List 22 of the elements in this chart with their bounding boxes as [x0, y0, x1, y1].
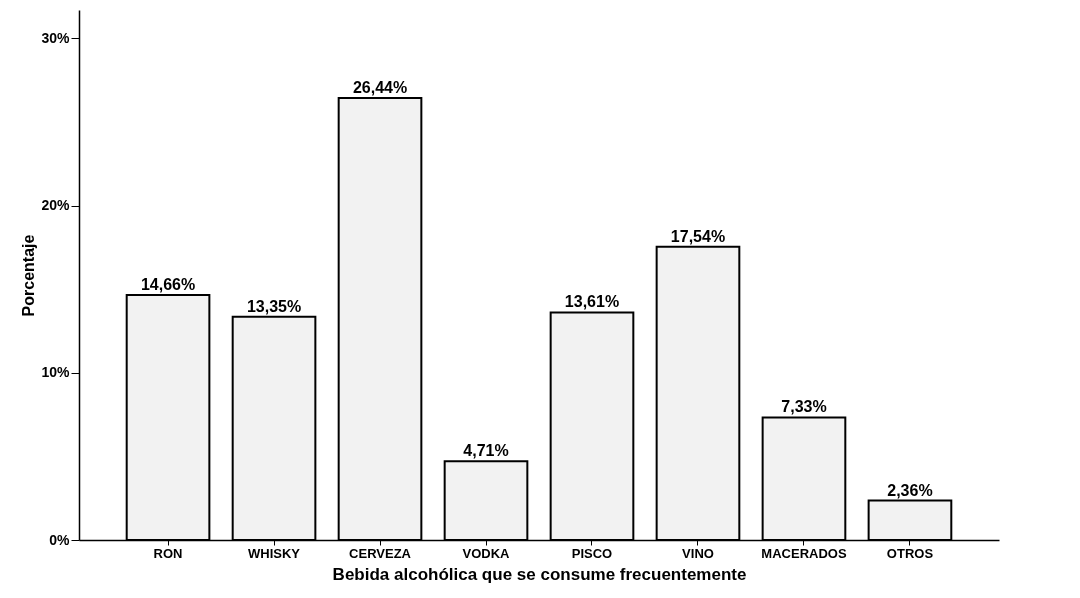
- data-label: 2,36%: [887, 481, 933, 499]
- data-label: 26,44%: [352, 78, 408, 96]
- y-tick-label: 30%: [41, 29, 71, 46]
- y-tick-label: 10%: [41, 364, 71, 381]
- x-tick-label: MACERADOS: [761, 545, 847, 561]
- data-label: 14,66%: [140, 275, 196, 293]
- x-tick-label: PISCO: [571, 545, 613, 561]
- y-tick-label: 20%: [41, 197, 71, 214]
- data-label: 13,35%: [246, 297, 302, 315]
- x-tick-label: CERVEZA: [349, 545, 412, 561]
- x-tick-label: WHISKY: [248, 545, 301, 561]
- data-label: 7,33%: [781, 398, 827, 416]
- x-tick-label: OTROS: [886, 545, 934, 561]
- y-tick-label: 0%: [49, 531, 71, 548]
- y-axis-title: Porcentaje: [20, 234, 38, 317]
- x-tick-label: VINO: [682, 545, 714, 561]
- x-tick-label: VODKA: [462, 545, 511, 561]
- data-label: 17,54%: [670, 227, 726, 245]
- x-tick-label: RON: [153, 545, 183, 561]
- data-label: 13,61%: [564, 293, 620, 311]
- x-axis-title: Bebida alcohólica que se consume frecuentemente: [332, 564, 747, 584]
- data-label: 4,71%: [463, 442, 509, 460]
